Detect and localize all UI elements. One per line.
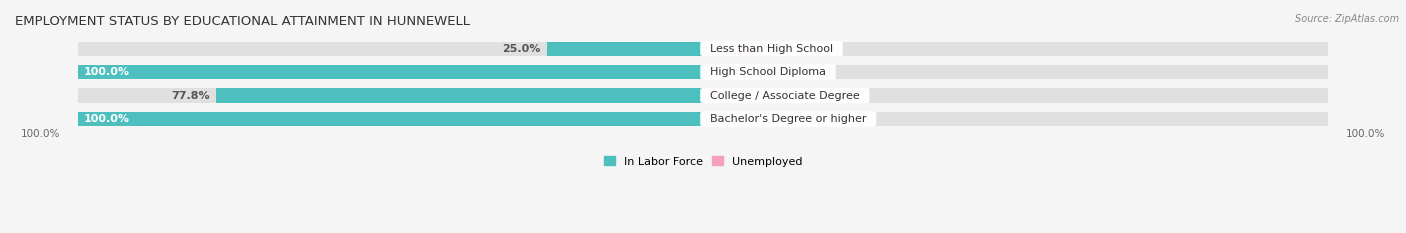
Bar — [77, 112, 703, 126]
Bar — [77, 112, 1329, 126]
Text: 100.0%: 100.0% — [84, 67, 129, 77]
Text: 100.0%: 100.0% — [1346, 129, 1385, 139]
Text: High School Diploma: High School Diploma — [703, 67, 832, 77]
Bar — [703, 89, 754, 103]
Text: 25.0%: 25.0% — [502, 44, 540, 54]
Text: Less than High School: Less than High School — [703, 44, 841, 54]
Bar — [703, 112, 754, 126]
Text: 0.0%: 0.0% — [759, 44, 787, 54]
Text: 77.8%: 77.8% — [172, 90, 209, 100]
Text: EMPLOYMENT STATUS BY EDUCATIONAL ATTAINMENT IN HUNNEWELL: EMPLOYMENT STATUS BY EDUCATIONAL ATTAINM… — [15, 15, 470, 28]
Text: Bachelor's Degree or higher: Bachelor's Degree or higher — [703, 114, 873, 124]
Bar — [703, 65, 754, 79]
Bar — [703, 41, 754, 56]
Bar — [77, 89, 1329, 103]
Text: 0.0%: 0.0% — [759, 90, 787, 100]
Bar — [77, 41, 1329, 56]
Bar — [547, 41, 703, 56]
Text: Source: ZipAtlas.com: Source: ZipAtlas.com — [1295, 14, 1399, 24]
Text: 100.0%: 100.0% — [21, 129, 60, 139]
Text: College / Associate Degree: College / Associate Degree — [703, 90, 866, 100]
Text: 0.0%: 0.0% — [759, 67, 787, 77]
Bar — [77, 65, 703, 79]
Legend: In Labor Force, Unemployed: In Labor Force, Unemployed — [599, 152, 807, 171]
Bar — [77, 65, 1329, 79]
Text: 0.0%: 0.0% — [759, 114, 787, 124]
Bar — [217, 89, 703, 103]
Text: 100.0%: 100.0% — [84, 114, 129, 124]
